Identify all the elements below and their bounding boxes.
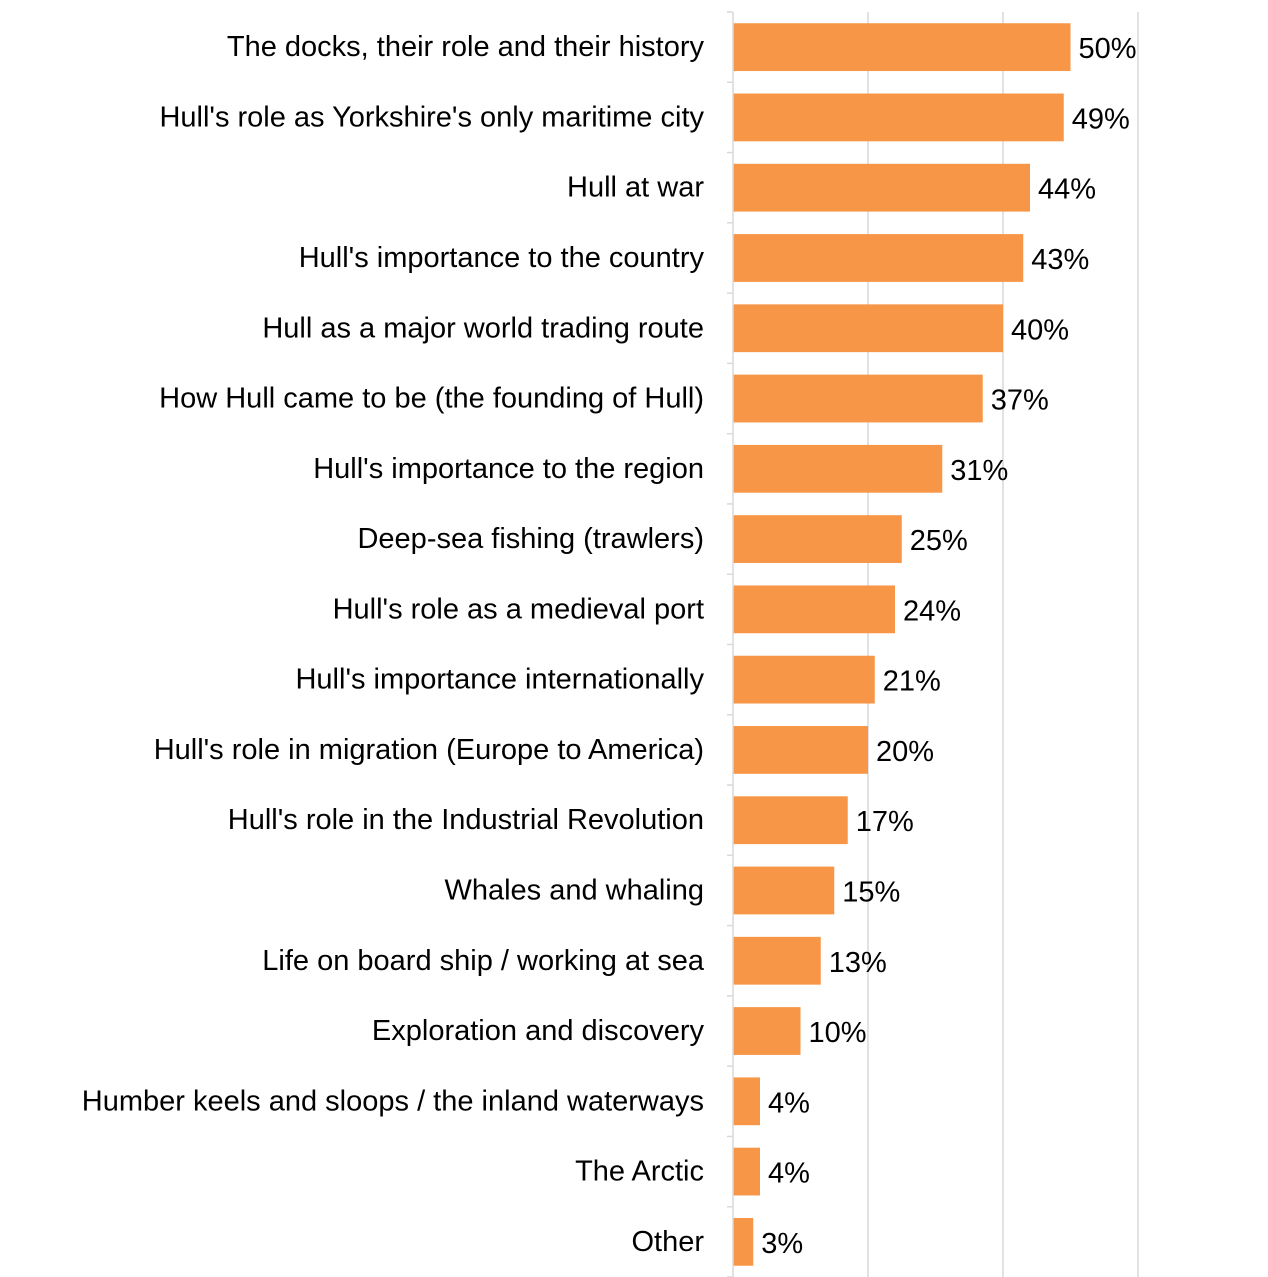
- gridlines: [867, 12, 1139, 1277]
- category-label: Hull's role in the Industrial Revolution: [228, 804, 704, 836]
- category-label: Hull as a major world trading route: [262, 312, 704, 344]
- bar-2: [733, 163, 1030, 212]
- value-label: 20%: [876, 736, 934, 768]
- value-label: 17%: [856, 806, 914, 838]
- category-label: Life on board ship / working at sea: [262, 945, 705, 977]
- value-label: 31%: [950, 455, 1008, 487]
- value-label: 21%: [883, 666, 941, 698]
- category-label: Exploration and discovery: [372, 1015, 705, 1047]
- category-labels: The docks, their role and their history H…: [82, 31, 705, 1258]
- value-label: 43%: [1031, 244, 1089, 276]
- category-label: Hull's role as a medieval port: [333, 593, 704, 625]
- category-label: Whales and whaling: [444, 874, 704, 906]
- category-label: Hull's role as Yorkshire's only maritime…: [159, 101, 704, 133]
- category-label: Humber keels and sloops / the inland wat…: [82, 1085, 704, 1117]
- category-label: Other: [631, 1226, 704, 1258]
- bar-10: [733, 726, 868, 774]
- value-label: 13%: [829, 947, 887, 979]
- bars: [733, 23, 1071, 1266]
- value-label: 4%: [768, 1087, 810, 1119]
- value-label: 50%: [1079, 33, 1137, 65]
- category-label: The Arctic: [575, 1156, 704, 1188]
- bar-17: [733, 1217, 754, 1266]
- value-label: 40%: [1011, 314, 1069, 346]
- bar-5: [733, 374, 983, 423]
- category-label: How Hull came to be (the founding of Hul…: [159, 383, 704, 415]
- value-label: 3%: [761, 1228, 803, 1260]
- axis: [727, 11, 734, 1277]
- category-label: Hull's importance to the country: [299, 242, 705, 274]
- bar-15: [733, 1077, 760, 1126]
- category-label: Hull's importance to the region: [313, 453, 704, 485]
- bar-3: [733, 234, 1024, 282]
- bar-14: [733, 1007, 801, 1055]
- bar-1: [733, 93, 1064, 142]
- bar-6: [733, 444, 943, 493]
- bar-7: [733, 515, 902, 563]
- category-label: Hull's importance internationally: [295, 664, 704, 696]
- bar-12: [733, 866, 835, 915]
- bar-16: [733, 1147, 760, 1196]
- value-label: 4%: [768, 1158, 810, 1190]
- bar-0: [733, 23, 1071, 72]
- bar-11: [733, 796, 848, 845]
- bar-13: [733, 936, 821, 985]
- value-label: 37%: [991, 385, 1049, 417]
- value-label: 49%: [1072, 103, 1130, 135]
- category-label: The docks, their role and their history: [227, 31, 705, 63]
- category-label: Deep-sea fishing (trawlers): [357, 523, 704, 555]
- category-label: Hull's role in migration (Europe to Amer…: [154, 734, 704, 766]
- bar-4: [733, 304, 1003, 353]
- bar-8: [733, 585, 895, 634]
- category-label: Hull at war: [567, 172, 704, 204]
- value-label: 24%: [903, 595, 961, 627]
- value-label: 25%: [910, 525, 968, 557]
- value-labels: 50% 49% 44% 43% 40% 37% 31% 25% 24% 21% 20% 17% 15% 1…: [761, 33, 1136, 1260]
- value-label: 44%: [1038, 174, 1096, 206]
- bar-9: [733, 655, 875, 704]
- value-label: 10%: [809, 1017, 867, 1049]
- value-label: 15%: [842, 876, 900, 908]
